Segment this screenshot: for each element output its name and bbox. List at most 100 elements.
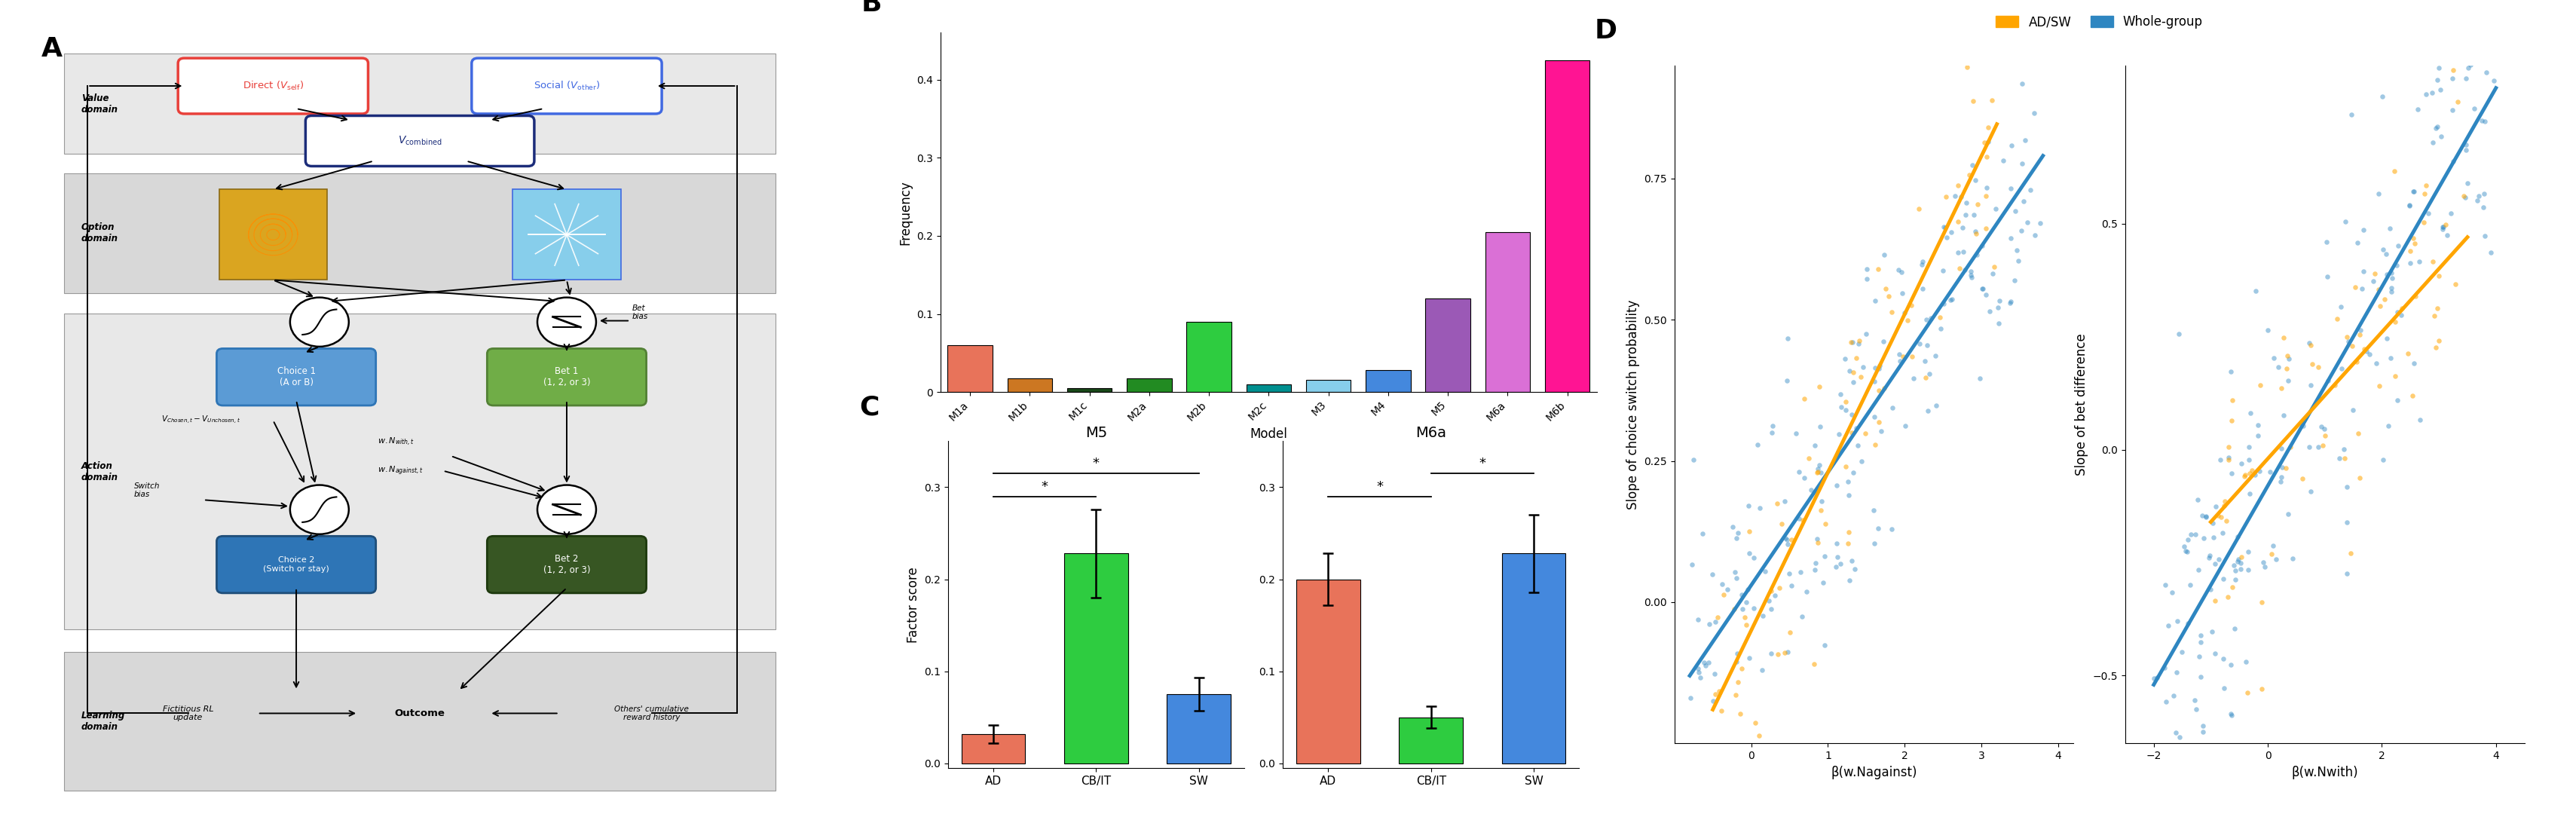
Point <box>1687 656 1728 669</box>
Point <box>1708 583 1749 596</box>
Point <box>1765 532 1806 545</box>
Point <box>2416 74 2458 87</box>
Text: *: * <box>1092 457 1100 471</box>
Point <box>1873 401 1914 414</box>
Point <box>2200 511 2241 524</box>
Point <box>2231 464 2272 477</box>
Point <box>1780 565 1821 578</box>
Point <box>1695 742 1736 755</box>
Point <box>2375 369 2416 382</box>
Point <box>1829 364 1870 377</box>
Point <box>1899 203 1940 216</box>
Point <box>2362 243 2403 257</box>
Y-axis label: Slope of choice switch probability: Slope of choice switch probability <box>1625 300 1641 509</box>
Point <box>1695 615 1736 628</box>
Point <box>2419 270 2460 283</box>
Point <box>1958 198 1999 211</box>
Point <box>1716 572 1757 585</box>
Point <box>2287 337 2329 350</box>
Point <box>2360 380 2401 393</box>
Point <box>1832 336 1873 349</box>
Point <box>1837 351 1878 364</box>
Point <box>2210 414 2251 427</box>
Point <box>1950 269 1991 282</box>
Point <box>1816 537 1857 550</box>
Point <box>1901 255 1942 268</box>
Point <box>2213 559 2254 572</box>
Point <box>1775 427 1816 440</box>
Point <box>2210 364 2251 377</box>
Point <box>2192 516 2233 529</box>
Point <box>1783 513 1824 526</box>
Point <box>2143 662 2184 675</box>
Bar <box>64 314 775 629</box>
Point <box>1924 221 1965 234</box>
Point <box>1950 271 1991 284</box>
Point <box>2380 14 2421 27</box>
Point <box>2378 239 2419 252</box>
Point <box>1999 254 2040 267</box>
Point <box>2432 207 2473 220</box>
Point <box>1741 609 1783 623</box>
Point <box>2419 61 2460 74</box>
Point <box>1821 400 1862 413</box>
Point <box>2391 257 2432 270</box>
Point <box>2244 560 2285 574</box>
Point <box>1819 388 1860 401</box>
Point <box>1767 332 1808 345</box>
Point <box>2174 694 2215 707</box>
Point <box>2403 187 2445 200</box>
Point <box>1937 215 1978 228</box>
Title: M6a: M6a <box>1417 426 1445 440</box>
Point <box>1968 136 2009 149</box>
Point <box>1932 226 1973 239</box>
Point <box>1888 314 1929 327</box>
Point <box>2324 215 2365 228</box>
Point <box>2409 207 2450 220</box>
Point <box>1906 371 1947 384</box>
Point <box>1857 362 1899 375</box>
Point <box>2300 420 2342 433</box>
Point <box>2226 469 2267 482</box>
Point <box>2460 29 2501 42</box>
Point <box>1824 353 1865 366</box>
Point <box>2002 158 2043 171</box>
FancyBboxPatch shape <box>487 349 647 405</box>
Point <box>2195 594 2236 607</box>
FancyBboxPatch shape <box>216 349 376 405</box>
Point <box>2375 164 2416 177</box>
Point <box>1816 551 1857 564</box>
Point <box>1837 337 1878 350</box>
Point <box>2262 442 2303 455</box>
Point <box>2445 138 2486 151</box>
Point <box>1955 227 1996 240</box>
Point <box>2014 229 2056 242</box>
Point <box>2339 426 2380 440</box>
Point <box>1965 221 2007 234</box>
Text: Action
domain: Action domain <box>82 461 118 482</box>
Point <box>2267 349 2308 362</box>
Point <box>1832 554 1873 567</box>
Point <box>2380 301 2421 315</box>
Y-axis label: Factor score: Factor score <box>907 567 920 642</box>
Point <box>2136 671 2177 684</box>
Point <box>1690 618 1731 631</box>
Point <box>2244 556 2285 569</box>
Point <box>2259 382 2300 395</box>
Point <box>2210 467 2251 480</box>
Point <box>2210 708 2251 721</box>
Point <box>1826 404 1868 417</box>
Text: Switch
bias: Switch bias <box>134 482 160 498</box>
Point <box>2205 494 2246 507</box>
Bar <box>1399 717 1463 763</box>
Point <box>1911 311 1953 324</box>
Text: $V_\mathregular{combined}$: $V_\mathregular{combined}$ <box>397 135 443 147</box>
Point <box>2403 216 2445 229</box>
Point <box>1726 618 1767 631</box>
Point <box>1793 658 1834 671</box>
Point <box>2416 302 2458 315</box>
Point <box>2393 389 2434 402</box>
Point <box>1965 288 2007 301</box>
Point <box>2447 176 2488 190</box>
Point <box>1790 484 1832 497</box>
